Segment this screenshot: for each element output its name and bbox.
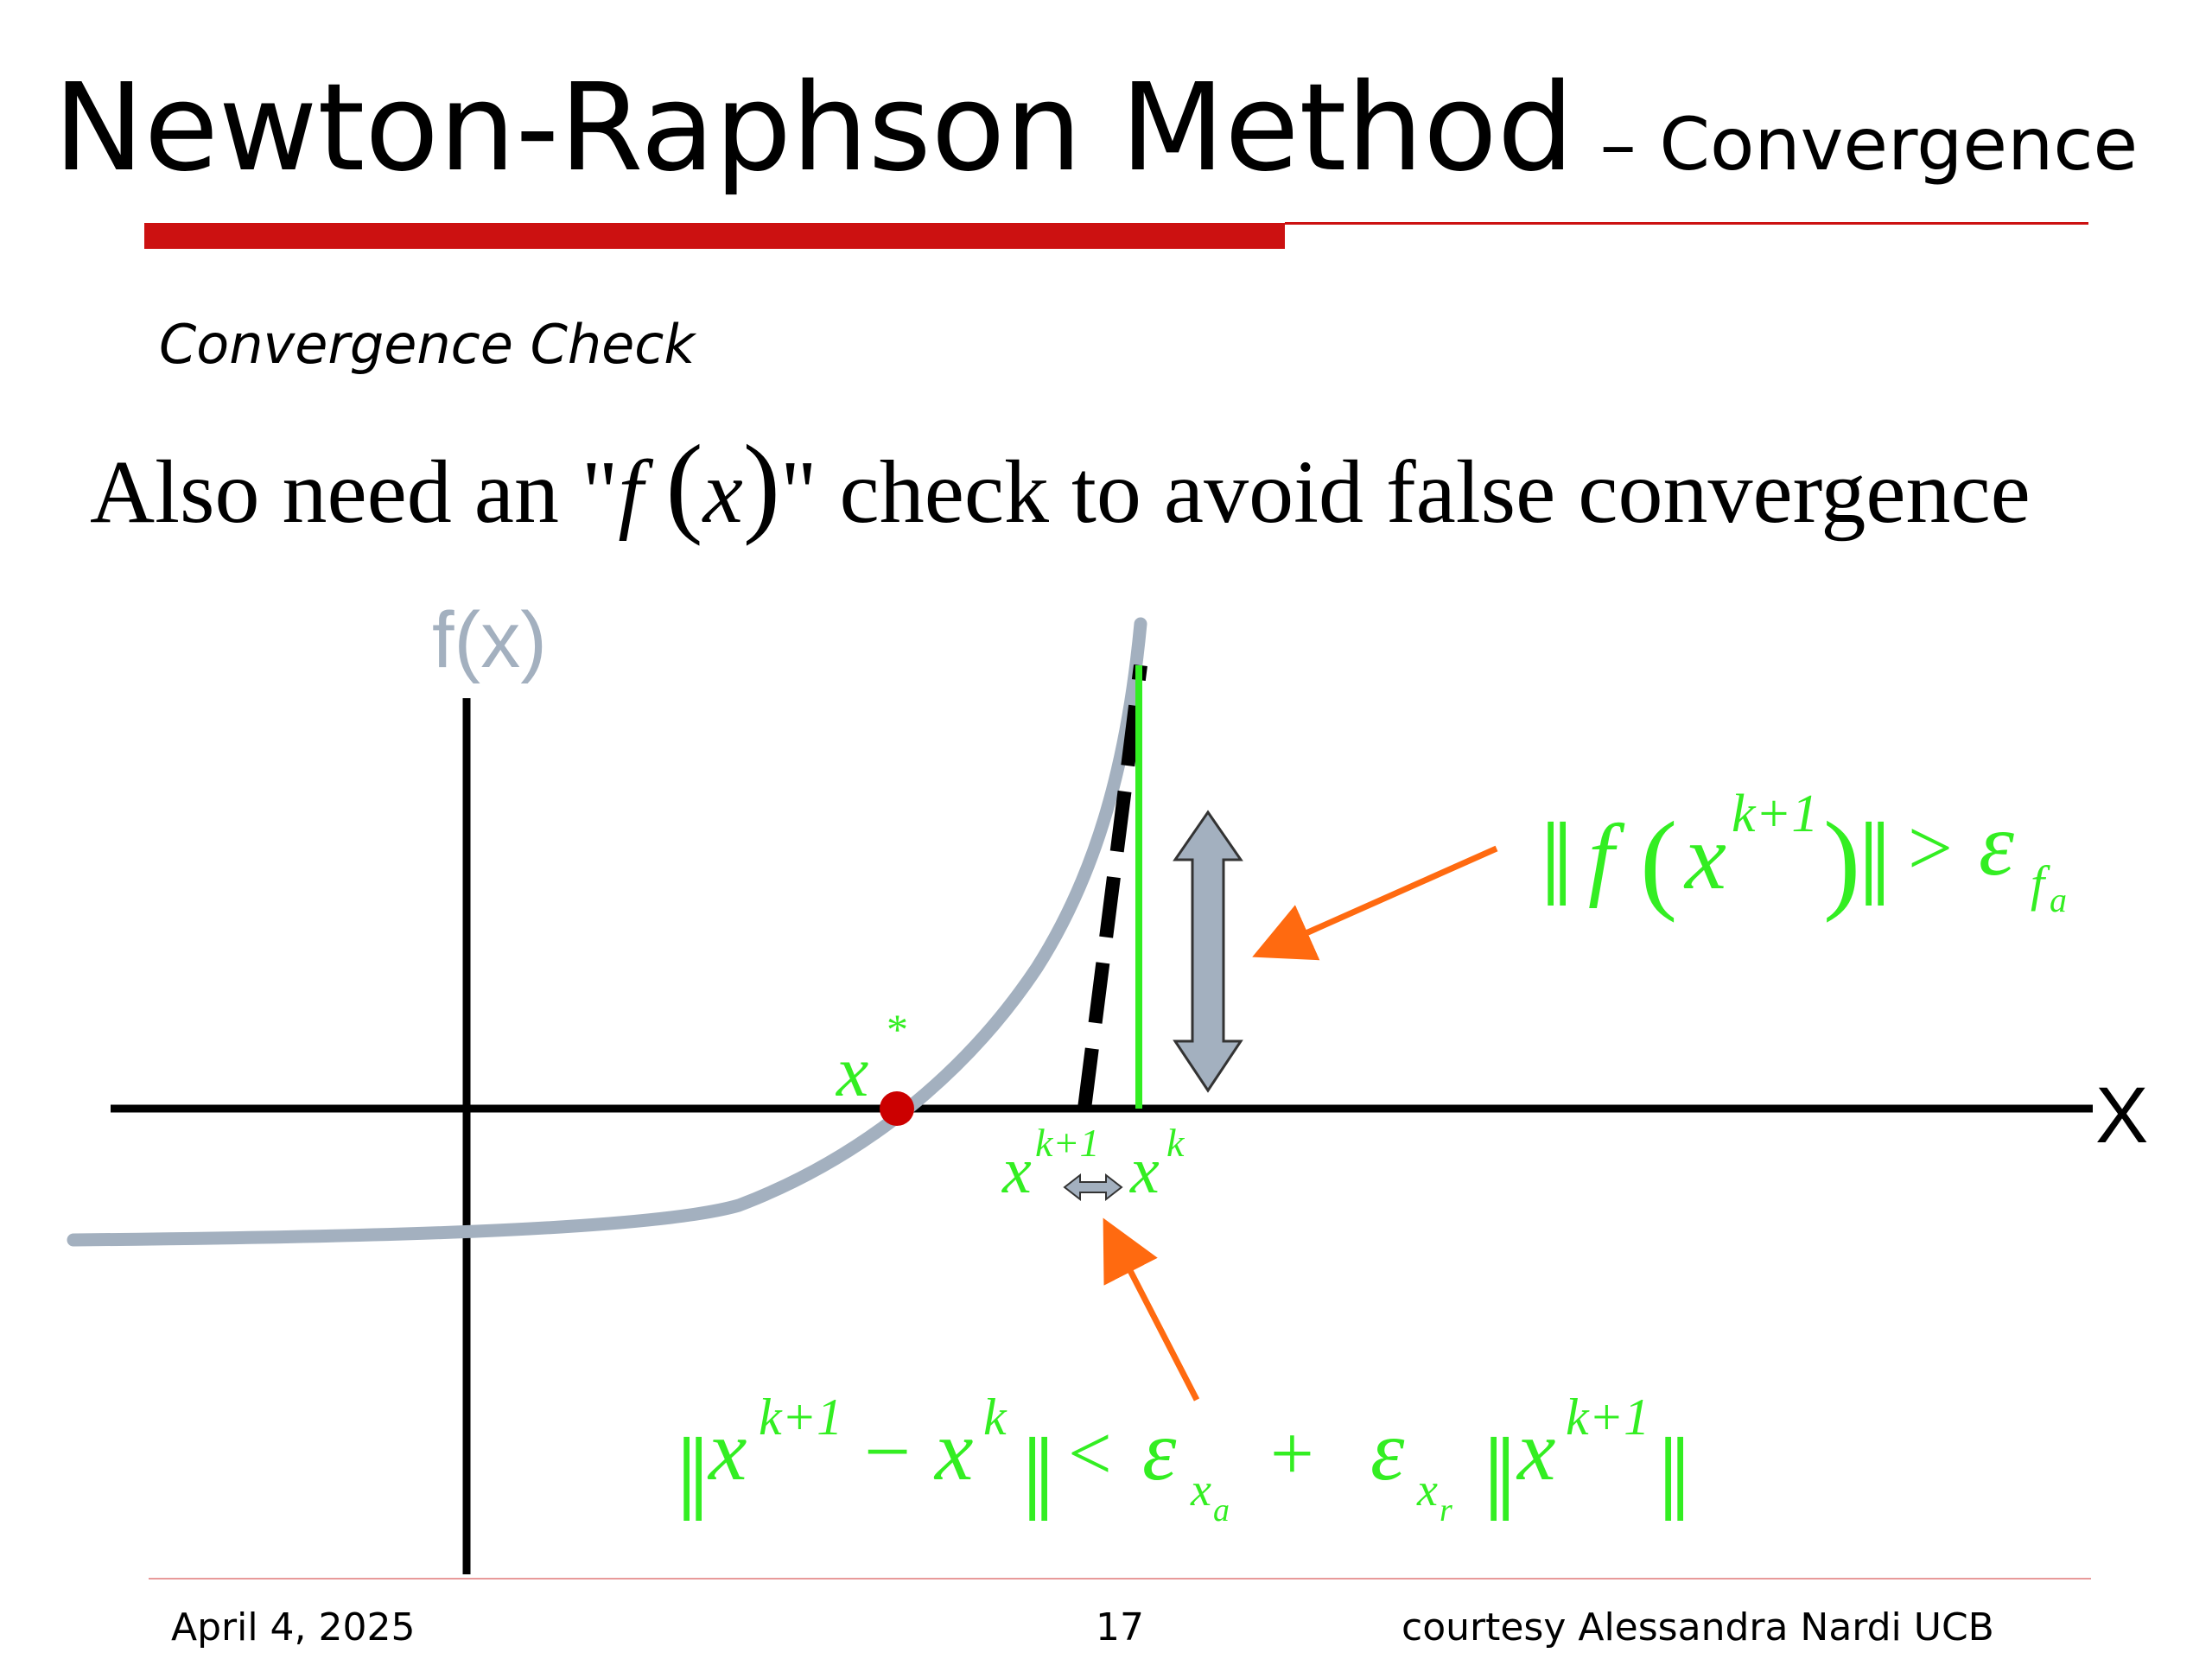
x-check-eps1: ε — [1142, 1402, 1177, 1498]
x-check-plus: + — [1270, 1411, 1314, 1497]
x-check-minus: − — [864, 1405, 911, 1497]
xk1-x: x — [1001, 1135, 1032, 1207]
x-check-bars4: ‖ — [1657, 1414, 1691, 1548]
f-check-op: > — [1908, 804, 1953, 892]
footer-page-number: 17 — [1096, 1605, 1144, 1649]
x-check-subsub1: a — [1213, 1492, 1230, 1529]
x-check-sup2: k — [983, 1389, 1007, 1446]
x-check-sup3: k+1 — [1566, 1389, 1649, 1446]
f-check-bars-open: ‖ — [1540, 798, 1573, 932]
x-check-bars1: ‖ — [676, 1414, 709, 1548]
statement-rparen: ) — [742, 423, 781, 547]
x-check-x3: x — [1516, 1402, 1555, 1498]
root-star: * — [887, 1005, 908, 1053]
root-label: x* — [835, 1005, 908, 1112]
orange-arrow-x-check — [1103, 1217, 1200, 1402]
f-check-x: x — [1683, 806, 1726, 909]
f-check-lparen: ( — [1640, 799, 1677, 924]
statement-after: " check to avoid false convergence — [780, 442, 2031, 542]
title-underline-thin — [1285, 222, 2088, 225]
title-underline-thick — [144, 223, 1285, 249]
x-check-formula: ‖ x k+1 − x k ‖ < ε x a + ε x r ‖ x k+1 … — [676, 1389, 1691, 1548]
x-check-x2: x — [933, 1402, 973, 1498]
subtitle: Convergence Check — [159, 313, 696, 376]
statement-f: f — [618, 442, 644, 542]
xk1-label: xk+1 — [1001, 1121, 1099, 1207]
footer-credit: courtesy Alessandra Nardi UCB — [1402, 1605, 1994, 1649]
f-check-subsub: a — [2050, 880, 2067, 919]
x-check-sub1: x — [1190, 1464, 1211, 1516]
y-axis-label: f(x) — [432, 596, 547, 684]
xk-sup: k — [1166, 1121, 1185, 1165]
x-check-lt: < — [1068, 1411, 1112, 1497]
x-check-bars3: ‖ — [1483, 1414, 1516, 1548]
f-check-eps: ε — [1979, 795, 2014, 894]
x-check-sup1: k+1 — [759, 1389, 842, 1446]
function-curve — [67, 617, 1147, 1247]
slide-title: Newton-Raphson Method – Convergence — [54, 62, 2138, 195]
x-check-x1: x — [707, 1402, 747, 1498]
tangent-line — [1077, 664, 1147, 1110]
xk-x: x — [1129, 1135, 1160, 1207]
statement-before: Also need an " — [90, 442, 619, 542]
orange-arrow-f-check — [1252, 845, 1498, 961]
f-check-rparen: ) — [1823, 799, 1860, 924]
x-check-eps2: ε — [1370, 1402, 1405, 1498]
x-check-bars2: ‖ — [1021, 1414, 1055, 1548]
xk1-sup: k+1 — [1035, 1121, 1099, 1165]
footer-date: April 4, 2025 — [171, 1605, 416, 1649]
statement-x: x — [702, 442, 743, 542]
title-suffix: – Convergence — [1599, 102, 2139, 187]
title-main: Newton-Raphson Method — [54, 58, 1574, 199]
f-check-sup: k+1 — [1732, 785, 1818, 843]
statement-lparen: ( — [665, 423, 703, 547]
double-vertical-arrow — [1173, 810, 1243, 1093]
footer-divider — [149, 1578, 2091, 1580]
f-check-bars-close: ‖ — [1858, 798, 1891, 932]
f-check-formula: ‖ f ( x k+1 ) ‖ > ε f a — [1540, 785, 2067, 932]
double-horizontal-arrow — [1063, 1173, 1123, 1202]
f-check-f: f — [1588, 806, 1625, 909]
x-axis-label: X — [2095, 1071, 2148, 1160]
x-check-sub2: x — [1416, 1464, 1438, 1516]
root-x: x — [835, 1032, 868, 1112]
statement: Also need an "f (x)" check to avoid fals… — [90, 429, 2031, 543]
root-dot — [880, 1091, 914, 1126]
f-check-sub: f — [2031, 855, 2050, 912]
x-check-subsub2: r — [1440, 1492, 1452, 1529]
